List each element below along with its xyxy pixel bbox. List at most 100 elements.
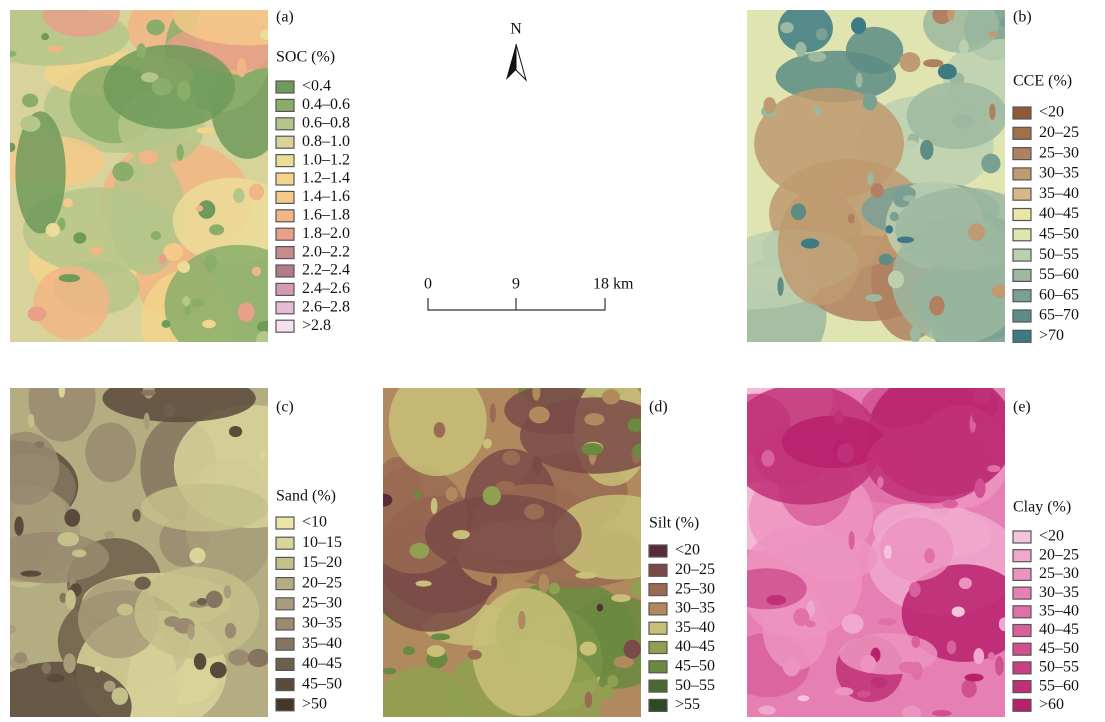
map-zone [973,648,984,664]
map-zone [4,625,16,634]
map-zone [141,390,156,396]
legend-label: 2.4–2.6 [302,280,350,297]
map-zone [524,504,544,520]
map-zone [374,494,392,507]
map-zone [975,478,986,498]
map-zone [104,531,114,539]
map-zone [46,223,60,237]
legend-label: 0.6–0.8 [302,114,350,131]
map-zone [177,81,190,101]
map-zone [580,642,597,656]
legend-label: 55–60 [1039,266,1079,283]
map-zone [28,414,34,428]
map-zone [932,710,952,716]
map-zone [224,585,232,598]
map-zone [549,583,560,595]
map-zone [791,203,806,220]
map-zone [866,423,992,503]
map-zone [59,274,81,282]
map-zone [143,379,154,398]
legend-swatch [649,642,667,654]
map-zone [141,484,268,532]
map-zone [146,19,164,35]
map-zone [584,413,604,425]
map-zone [814,106,822,115]
map-zone [132,509,140,522]
map-zone [848,214,855,224]
map-zone [14,516,23,535]
legend-label: 30–35 [302,615,342,632]
map-zone [137,43,146,57]
map-zone [758,706,775,715]
map-zone [453,530,470,539]
legend-swatch [276,578,294,590]
legend-swatch [1013,550,1031,562]
legend-swatch [276,191,294,203]
map-zone [47,674,65,683]
map-zone [238,302,255,321]
legend-swatch [276,228,294,240]
north-arrow [506,44,516,80]
legend-swatch [276,81,294,93]
map-zone [761,450,774,467]
map-zone [34,441,44,448]
map-zone [233,188,245,203]
map-zone [575,572,597,579]
map-zone [182,296,190,306]
map-zone [795,535,877,582]
map-zone [863,93,877,111]
legend-swatch [1013,643,1031,655]
map-zone [434,422,446,438]
legend-label: 35–40 [1039,185,1079,202]
map-zone [194,653,206,670]
legend-label: 40–45 [1039,205,1079,222]
legend-title: CCE (%) [1013,73,1072,90]
map-zone [95,666,101,673]
map-zone [162,320,171,328]
legend-title: SOC (%) [276,49,335,66]
map-zone [197,598,207,605]
legend-swatch [649,699,667,711]
map-zone [135,11,143,30]
map-zone [159,254,167,265]
map-zone [57,532,79,546]
map-zone [879,254,893,265]
map-zone [382,668,396,675]
map-zone [851,17,866,34]
legend-swatch [276,638,294,650]
legend-label: 20–25 [1039,124,1079,141]
panel-label: (d) [649,399,668,416]
map-zone [942,500,958,509]
map [675,0,1064,372]
map-zone [890,212,899,221]
legend-label: 65–70 [1039,307,1079,324]
map-zone [63,653,76,673]
map-zone [910,326,921,342]
legend-label: 60–65 [1039,286,1079,303]
legend-label: 35–40 [302,635,342,652]
map-zone [112,687,129,704]
legend-label: 0.4–0.6 [302,96,350,113]
legend-label: 40–45 [1039,621,1079,638]
north-arrow [516,44,526,80]
legend-label: 40–45 [675,638,715,655]
legend-label: >50 [302,695,327,712]
map-zone [959,577,972,589]
legend-swatch [276,598,294,610]
map-zone [952,607,965,617]
map-zone [73,232,86,244]
map-zone [257,321,275,333]
map-zone [888,271,904,289]
map-zone [178,261,190,273]
legend-label: 25–30 [1039,565,1079,582]
map-zone [468,650,482,660]
map-zone [403,646,415,655]
map-zone [431,498,438,514]
legend-swatch [276,618,294,630]
legend-swatch [1013,127,1031,139]
legend-label: 10–15 [302,534,342,551]
legend-swatch [276,658,294,670]
map-zone [195,205,203,212]
legend-label: >2.8 [302,317,331,334]
map-zone [65,590,75,609]
